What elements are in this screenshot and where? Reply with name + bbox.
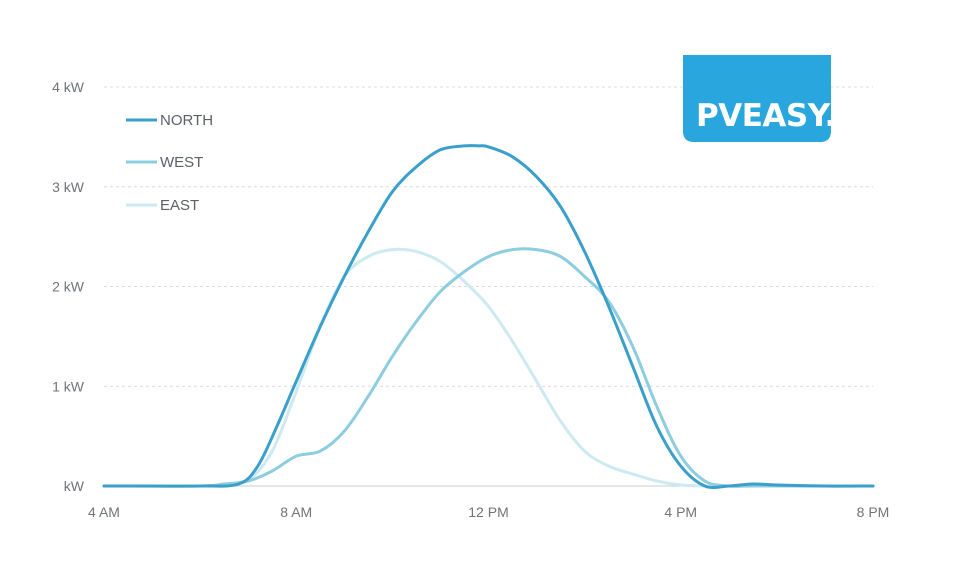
series-line-north (102, 144, 875, 490)
series-line-east (102, 247, 875, 488)
series-line-west (102, 247, 875, 488)
y-tick-label: 2 kW (52, 279, 85, 295)
logo-text: PVEASY. (696, 98, 836, 134)
y-tick-label: 1 kW (52, 378, 85, 394)
legend-label-west: WEST (160, 154, 203, 171)
x-tick-label: 4 PM (664, 504, 697, 520)
grid-lines (104, 86, 873, 387)
y-tick-label: 4 kW (52, 79, 85, 95)
y-tick-label: 3 kW (52, 179, 85, 195)
x-tick-label: 8 AM (280, 504, 312, 520)
y-axis-tick-labels: kW 1 kW 2 kW 3 kW 4 kW (52, 79, 85, 494)
logo-badge (683, 55, 831, 142)
series-lines (102, 144, 875, 490)
x-tick-label: 8 PM (857, 504, 890, 520)
y-tick-label: kW (64, 478, 85, 494)
x-axis-tick-labels: 4 AM 8 AM 12 PM 4 PM 8 PM (88, 504, 889, 520)
legend: NORTH WEST EAST (126, 112, 213, 214)
x-tick-label: 4 AM (88, 504, 120, 520)
logo: PVEASY. (683, 55, 836, 142)
legend-label-north: NORTH (160, 112, 213, 129)
legend-label-east: EAST (160, 197, 199, 214)
x-tick-label: 12 PM (468, 504, 508, 520)
